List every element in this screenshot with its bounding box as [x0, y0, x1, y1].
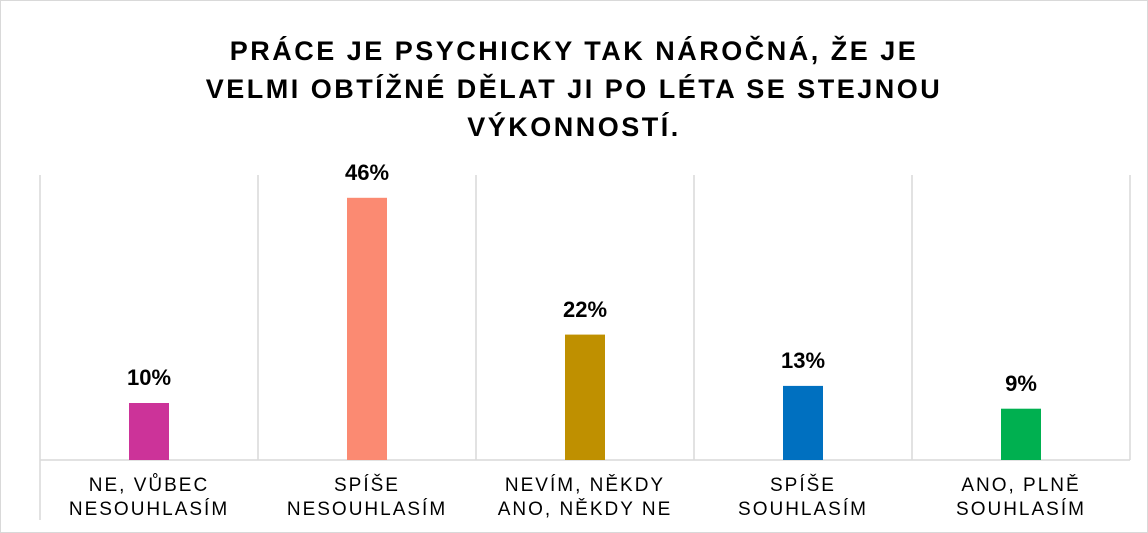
data-label: 10%: [126, 365, 172, 390]
data-label: 22%: [562, 296, 608, 322]
data-label: 13%: [780, 347, 826, 373]
x-tick-label: SPÍŠE SOUHLASÍM: [738, 475, 868, 520]
data-label: 46%: [344, 159, 390, 185]
x-tick-label: NEVÍM, NĚKDY ANO, NĚKDY NE: [497, 475, 673, 520]
bar: [129, 403, 169, 460]
chart-title: PRÁCE JE PSYCHICKY TAK NÁROČNÁ, ŽE JE VE…: [205, 36, 943, 142]
bar: [1001, 408, 1041, 460]
bar: [565, 334, 605, 460]
bar: [347, 197, 387, 461]
x-tick-label: ANO, PLNĚ SOUHLASÍM: [956, 475, 1086, 520]
x-tick-label: SPÍŠE NESOUHLASÍM: [286, 475, 448, 520]
data-label: 9%: [1005, 370, 1037, 396]
x-tick-label: NE, VŮBEC NESOUHLASÍM: [68, 475, 230, 520]
bar: [783, 385, 823, 460]
